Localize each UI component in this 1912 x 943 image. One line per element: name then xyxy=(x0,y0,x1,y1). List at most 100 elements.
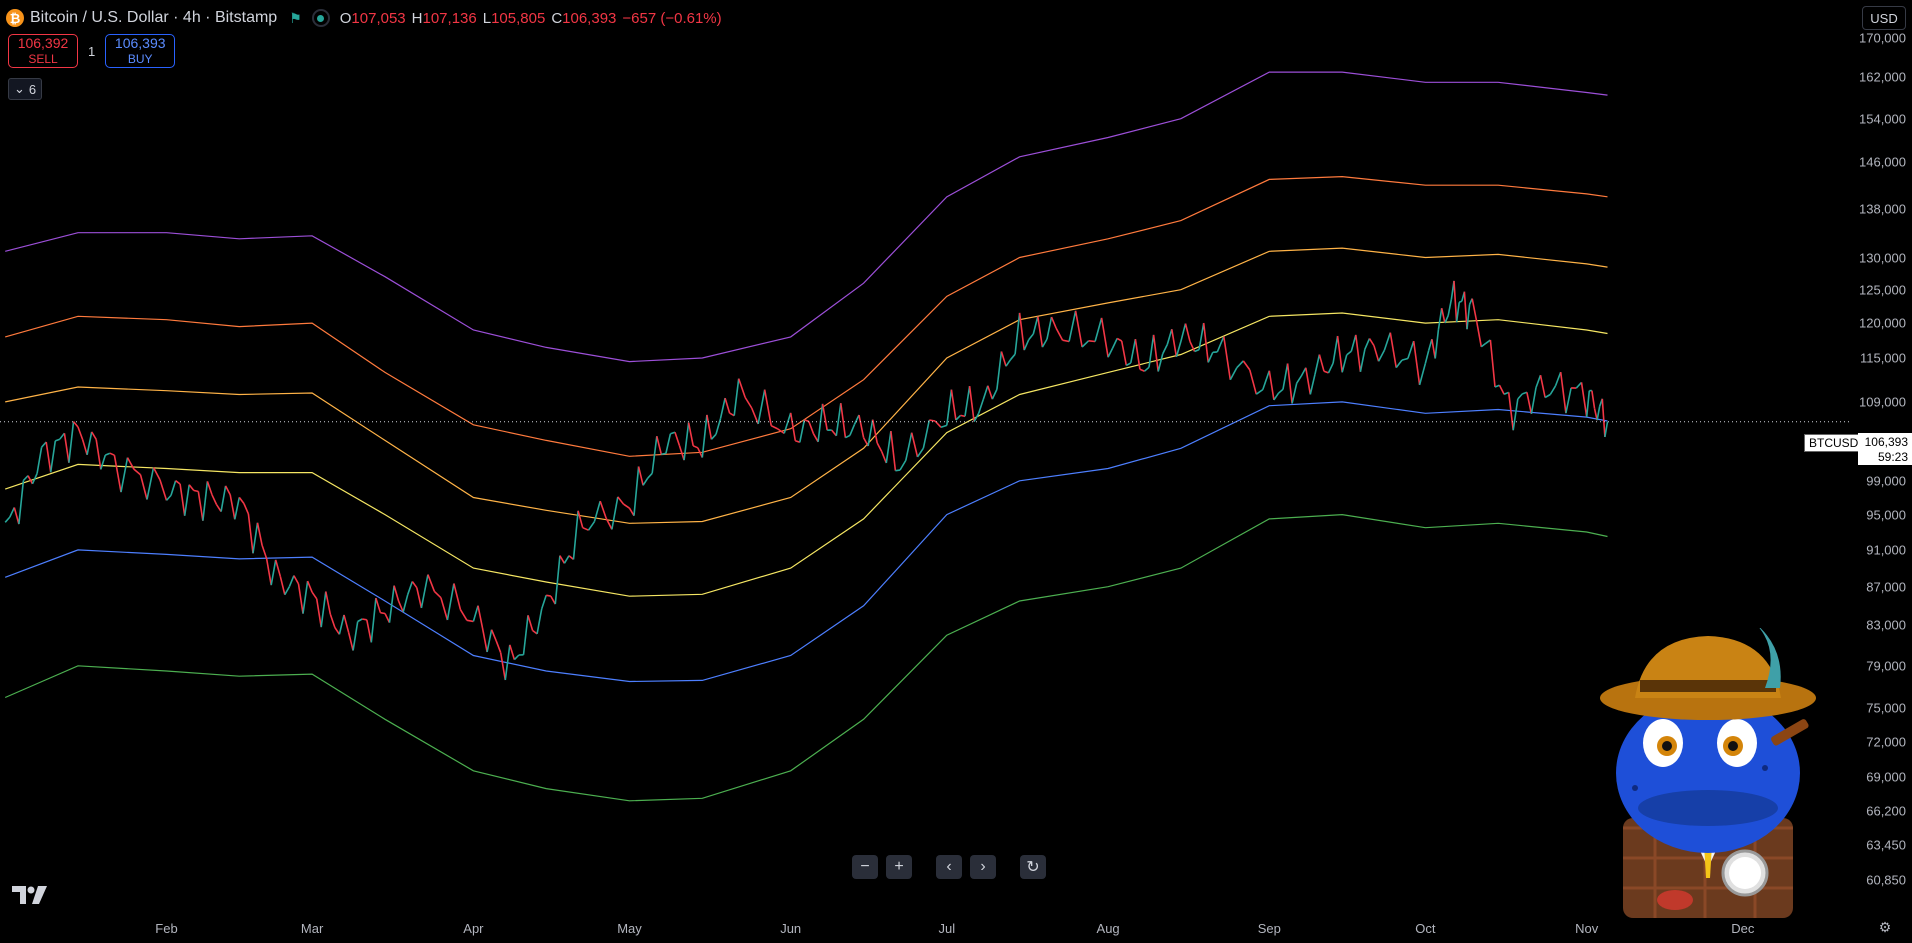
price-segment xyxy=(683,422,690,461)
symbol-price-label: BTCUSD xyxy=(1804,434,1864,452)
price-segment xyxy=(1580,382,1588,418)
price-segment xyxy=(628,507,635,517)
bitcoin-icon: ₿ xyxy=(6,9,24,27)
market-status-icon[interactable] xyxy=(311,9,330,27)
currency-selector[interactable]: USD xyxy=(1862,6,1906,30)
price-segment xyxy=(109,452,115,456)
price-segment xyxy=(1314,354,1321,375)
price-segment xyxy=(325,591,332,615)
price-segment xyxy=(486,629,493,653)
price-segment xyxy=(1291,383,1298,404)
price-segment xyxy=(1268,370,1275,401)
price-segment xyxy=(499,652,507,681)
price-segment xyxy=(1471,298,1478,323)
time-axis-label: Aug xyxy=(1096,921,1120,936)
price-segment xyxy=(678,445,685,461)
price-axis-label: 60,850 xyxy=(1866,872,1906,888)
price-segment xyxy=(1377,349,1386,362)
order-quantity[interactable]: 1 xyxy=(88,43,96,59)
price-segment xyxy=(100,454,107,470)
price-segment xyxy=(1050,316,1057,329)
scroll-left-button[interactable]: ‹ xyxy=(936,855,962,879)
price-axis-label: 109,000 xyxy=(1859,394,1906,410)
price-segment xyxy=(1424,350,1430,364)
price-segment xyxy=(1037,316,1044,348)
price-segment xyxy=(724,397,731,414)
price-segment xyxy=(175,480,181,485)
price-axis[interactable]: 170,000 162,000 154,000 146,000 138,000 130,0… xyxy=(1859,0,1912,943)
price-segment xyxy=(840,403,847,438)
price-segment xyxy=(1189,341,1196,352)
price-segment xyxy=(311,591,318,600)
price-segment xyxy=(968,385,975,422)
price-segment xyxy=(453,583,462,610)
price-segment xyxy=(1184,323,1191,342)
price-segment xyxy=(68,421,75,463)
zoom-in-button[interactable]: + xyxy=(886,855,912,879)
price-segment xyxy=(1223,336,1232,380)
price-segment xyxy=(637,466,644,486)
price-segment xyxy=(1327,362,1334,374)
price-segment xyxy=(1139,368,1145,372)
price-segment xyxy=(1437,308,1443,331)
price-segment xyxy=(867,419,874,447)
price-segment xyxy=(821,403,828,431)
price-segment xyxy=(757,389,766,425)
price-axis-label: 87,000 xyxy=(1866,579,1906,595)
price-segment xyxy=(472,605,479,622)
price-segment xyxy=(1148,334,1155,368)
price-segment xyxy=(55,438,61,442)
minus-icon: − xyxy=(860,858,870,875)
time-axis-label: Nov xyxy=(1575,921,1599,936)
price-segment xyxy=(750,407,759,425)
price-segment xyxy=(871,419,878,444)
price-segment xyxy=(1458,300,1463,304)
price-segment xyxy=(406,581,414,595)
price-segment xyxy=(1041,338,1048,348)
flag-icon[interactable]: ⚑ xyxy=(289,9,302,26)
price-segment xyxy=(1005,359,1012,367)
price-segment xyxy=(1395,359,1403,369)
price-segment xyxy=(320,591,327,628)
price-segment xyxy=(274,559,282,577)
sell-button[interactable]: 106,392 SELL xyxy=(8,34,78,68)
price-segment xyxy=(357,618,363,623)
price-segment xyxy=(1068,310,1077,342)
price-segment xyxy=(27,475,34,485)
price-segment xyxy=(697,447,704,458)
price-segment xyxy=(1229,367,1238,381)
price-segment xyxy=(1554,371,1562,387)
price-segment xyxy=(265,558,272,586)
indicators-toggle-button[interactable]: ⌄ 6 xyxy=(8,78,43,100)
price-segment xyxy=(1130,338,1137,364)
price-segment xyxy=(302,580,309,614)
price-segment xyxy=(334,627,341,635)
price-segment xyxy=(36,447,43,474)
price-segment xyxy=(656,436,663,455)
price-segment xyxy=(1596,406,1601,421)
price-segment xyxy=(1485,339,1491,344)
price-segment xyxy=(1480,342,1487,348)
price-segment xyxy=(1262,370,1271,390)
symbol-title[interactable]: Bitcoin / U.S. Dollar · 4h · Bitstamp xyxy=(30,9,278,26)
price-segment xyxy=(1431,339,1436,359)
scroll-right-button[interactable]: › xyxy=(970,855,996,879)
price-segment xyxy=(1046,316,1053,340)
price-segment xyxy=(375,597,382,613)
price-segment xyxy=(1412,340,1421,386)
buy-button[interactable]: 106,393 BUY xyxy=(105,34,176,68)
chart-navigation: − + ‹ › ↻ xyxy=(852,855,1046,879)
price-segment xyxy=(188,484,195,491)
price-segment xyxy=(1489,339,1496,388)
price-segment xyxy=(1255,388,1264,395)
zoom-out-button[interactable]: − xyxy=(852,855,878,879)
price-segment xyxy=(220,485,227,512)
gear-icon[interactable]: ⚙ xyxy=(1878,919,1892,935)
price-segment xyxy=(910,432,919,458)
price-segment xyxy=(1081,340,1090,348)
price-segment xyxy=(238,496,245,504)
tradingview-logo[interactable] xyxy=(12,884,48,910)
price-segment xyxy=(1601,398,1606,438)
reset-chart-button[interactable]: ↻ xyxy=(1020,855,1046,879)
